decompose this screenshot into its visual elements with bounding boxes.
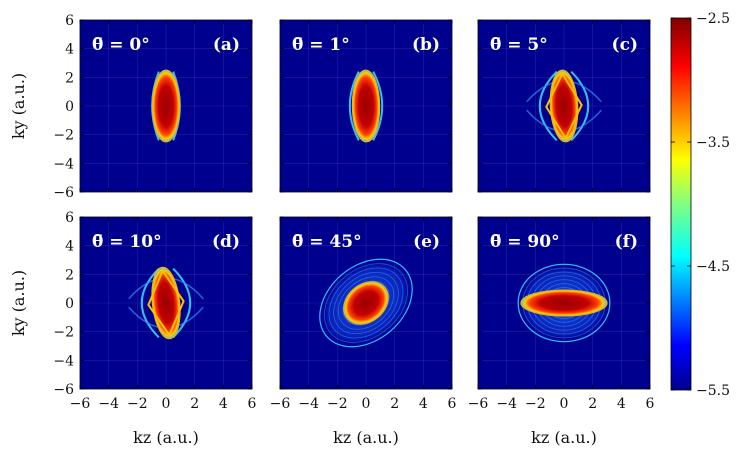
y-tick-label: −6 — [53, 382, 74, 398]
panel-theta-label: θ̄ = 5° — [490, 35, 548, 55]
panel-letter-label: (a) — [213, 35, 240, 55]
x-tick-label: 6 — [646, 396, 655, 412]
x-tick-label: 4 — [419, 396, 428, 412]
colorbar-tick-label: −5.5 — [696, 383, 730, 399]
x-tick-label: 4 — [617, 396, 626, 412]
x-tick-label: 6 — [248, 396, 257, 412]
heatmap-panel-f: θ̄ = 90° (f) — [477, 216, 651, 390]
x-tick-label: −6 — [70, 396, 91, 412]
y-tick-label: 4 — [65, 42, 74, 58]
panel-theta-label: θ̄ = 45° — [292, 232, 362, 252]
y-tick-label: −6 — [53, 185, 74, 201]
panel-theta-label: θ̄ = 10° — [92, 232, 162, 252]
y-tick-label: 0 — [65, 296, 74, 312]
x-tick-label: −6 — [468, 396, 489, 412]
panel-letter-label: (d) — [212, 232, 240, 252]
x-tick-label: −4 — [298, 396, 319, 412]
panel-theta-label: θ̄ = 0° — [92, 35, 150, 55]
x-tick-label: 2 — [588, 396, 597, 412]
panel-letter-label: (f) — [615, 232, 638, 252]
x-tick-label: −2 — [127, 396, 148, 412]
y-tick-label: 6 — [65, 13, 74, 29]
panel-theta-label: θ̄ = 1° — [292, 35, 350, 55]
panel-letter-label: (e) — [413, 232, 440, 252]
heatmap-panel-d: θ̄ = 10° (d) — [79, 216, 253, 390]
colorbar-tick-label: −2.5 — [696, 11, 730, 27]
y-tick-label: −4 — [53, 353, 74, 369]
x-axis-label: kz (a.u.) — [531, 428, 597, 447]
x-axis-label: kz (a.u.) — [333, 428, 399, 447]
y-tick-label: 4 — [65, 239, 74, 255]
x-tick-label: −6 — [270, 396, 291, 412]
y-axis-label: ky (a.u.) — [9, 73, 28, 139]
x-tick-label: 0 — [560, 396, 569, 412]
y-axis-label: ky (a.u.) — [9, 270, 28, 336]
heatmap-panel-c: θ̄ = 5° (c) — [477, 19, 651, 193]
colorbar-tick-label: −3.5 — [696, 135, 730, 151]
colorbar-tick-label: −4.5 — [696, 259, 730, 275]
x-tick-label: 0 — [362, 396, 371, 412]
x-tick-label: 2 — [190, 396, 199, 412]
panel-letter-label: (b) — [412, 35, 440, 55]
x-tick-label: 0 — [162, 396, 171, 412]
x-tick-label: −4 — [496, 396, 517, 412]
y-tick-label: −2 — [53, 325, 74, 341]
panel-theta-label: θ̄ = 90° — [490, 232, 560, 252]
x-tick-label: 2 — [390, 396, 399, 412]
y-tick-label: 2 — [65, 267, 74, 283]
x-tick-label: −2 — [327, 396, 348, 412]
heatmap-panel-e: θ̄ = 45° (e) — [279, 216, 453, 390]
x-tick-label: 6 — [448, 396, 457, 412]
colorbar: −2.5 −3.5 −4.5 −5.5 — [670, 11, 730, 399]
y-tick-label: −2 — [53, 128, 74, 144]
x-tick-label: 4 — [219, 396, 228, 412]
y-tick-label: −4 — [53, 156, 74, 172]
panel-letter-label: (c) — [612, 35, 638, 55]
heatmap-panel-a: θ̄ = 0° (a) — [79, 19, 253, 193]
x-tick-label: −2 — [525, 396, 546, 412]
y-tick-label: 2 — [65, 70, 74, 86]
x-axis-label: kz (a.u.) — [133, 428, 199, 447]
y-tick-label: 6 — [65, 210, 74, 226]
heatmap-panel-b: θ̄ = 1° (b) — [279, 19, 453, 193]
x-tick-label: −4 — [98, 396, 119, 412]
y-tick-label: 0 — [65, 99, 74, 115]
